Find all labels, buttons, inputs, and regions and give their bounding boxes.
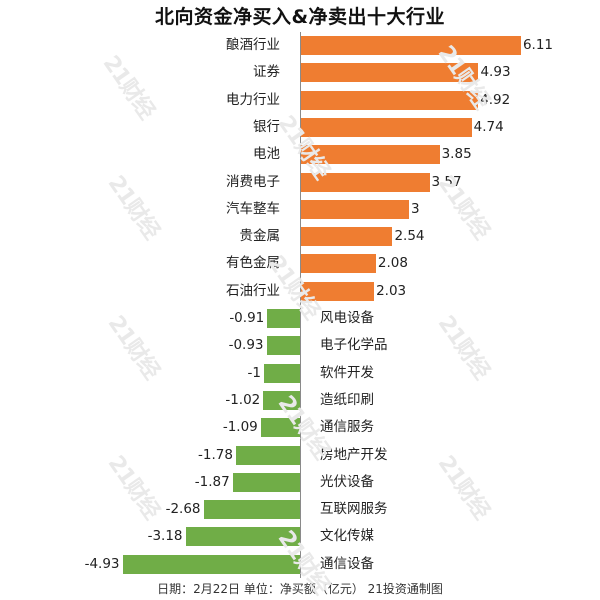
net-sell-bar [235,445,300,465]
category-label: 电子化学品 [320,337,388,354]
bar-row: -3.18 文化传媒 [0,523,600,550]
category-label: 软件开发 [320,364,374,381]
category-label: 房地产开发 [320,446,388,463]
net-sell-bar [267,309,300,328]
bar-row: 3.85 电池 [0,141,600,168]
bar-value-label: 6.11 [522,37,554,53]
bar-value-label: -0.91 [229,310,265,326]
bar-row: -1 软件开发 [0,360,600,387]
bar-value-label: 2.03 [376,282,407,299]
category-label: 酿酒行业 [226,37,280,53]
bar-row: -1.02 造纸印刷 [0,387,600,414]
bar-row: -1.87 光伏设备 [0,469,600,496]
net-buy-bar [301,145,440,165]
bar-row: 4.92 电力行业 [0,87,600,114]
category-label: 有色金属 [226,255,280,272]
bar-value-label: 2.54 [394,228,425,245]
net-buy-bar [301,281,375,301]
net-buy-bar [301,36,521,55]
bar-row: -0.91 风电设备 [0,305,600,332]
net-buy-bar [301,90,479,110]
bar-value-label: -0.93 [228,337,264,354]
bar-row: -0.93 电子化学品 [0,332,600,359]
net-sell-bar [260,418,300,438]
bar-value-label: -1.87 [194,473,230,490]
category-label: 石油行业 [226,282,280,299]
category-label: 文化传媒 [320,528,374,545]
category-label: 贵金属 [239,228,281,245]
bar-row: -1.78 房地产开发 [0,442,600,469]
bar-value-label: 3.85 [441,146,472,163]
bar-value-label: -1.02 [225,391,261,408]
category-label: 银行 [253,118,280,135]
zero-axis-line [300,32,301,578]
category-label: 证券 [253,64,280,81]
net-buy-bar [301,117,472,137]
net-sell-bar [203,500,300,520]
bar-value-label: -3.18 [147,528,183,545]
bar-value-label: -1.78 [197,446,233,463]
net-sell-bar [263,390,300,410]
category-label: 通信设备 [320,555,374,572]
bar-chart: 6.11 酿酒行业 4.93 证券 4.92 电力行业 4.74 银行 3.85 电池 3.57 消费… [0,32,600,578]
net-sell-bar [232,472,300,492]
net-buy-bar [301,254,376,274]
bar-row: -2.68 互联网服务 [0,496,600,523]
net-buy-bar [301,227,393,247]
bar-value-label: -1.09 [222,419,258,436]
bar-value-label: 4.92 [480,91,511,108]
chart-title: 北向资金净买入&净卖出十大行业 [154,6,446,28]
category-label: 通信服务 [320,419,374,436]
category-label: 电力行业 [226,91,280,108]
category-label: 汽车整车 [226,200,280,217]
bar-row: 2.08 有色金属 [0,250,600,277]
bar-value-label: 3.57 [431,173,462,190]
bar-row: 2.03 石油行业 [0,278,600,305]
category-label: 电池 [253,146,280,163]
net-buy-bar [301,63,479,83]
bar-value-label: 4.74 [473,118,504,135]
bar-value-label: -2.68 [165,501,201,518]
net-sell-bar [122,554,300,574]
net-buy-bar [301,172,430,192]
bar-row: -1.09 通信服务 [0,414,600,441]
bar-row: 3.57 消费电子 [0,169,600,196]
bar-row: 3 汽车整车 [0,196,600,223]
category-label: 消费电子 [226,173,280,190]
chart-footer-note: 日期：2月22日 单位：净买额（亿元） 21投资通制图 [157,582,443,596]
net-sell-bar [266,336,300,356]
bar-value-label: 4.93 [480,64,511,81]
bar-value-label: 2.08 [377,255,408,272]
net-sell-bar [185,527,300,547]
net-sell-bar [264,363,300,383]
net-buy-bar [301,199,409,219]
bar-row: -4.93 通信设备 [0,551,600,578]
bar-row: 2.54 贵金属 [0,223,600,250]
bar-row: 4.74 银行 [0,114,600,141]
category-label: 光伏设备 [320,473,374,490]
bar-value-label: 3 [411,200,420,217]
bar-row: 6.11 酿酒行业 [0,32,600,59]
category-label: 造纸印刷 [320,391,374,408]
bar-value-label: -1 [247,364,261,381]
category-label: 风电设备 [320,310,374,326]
category-label: 互联网服务 [320,501,388,518]
bar-row: 4.93 证券 [0,59,600,86]
bar-value-label: -4.93 [84,555,120,572]
